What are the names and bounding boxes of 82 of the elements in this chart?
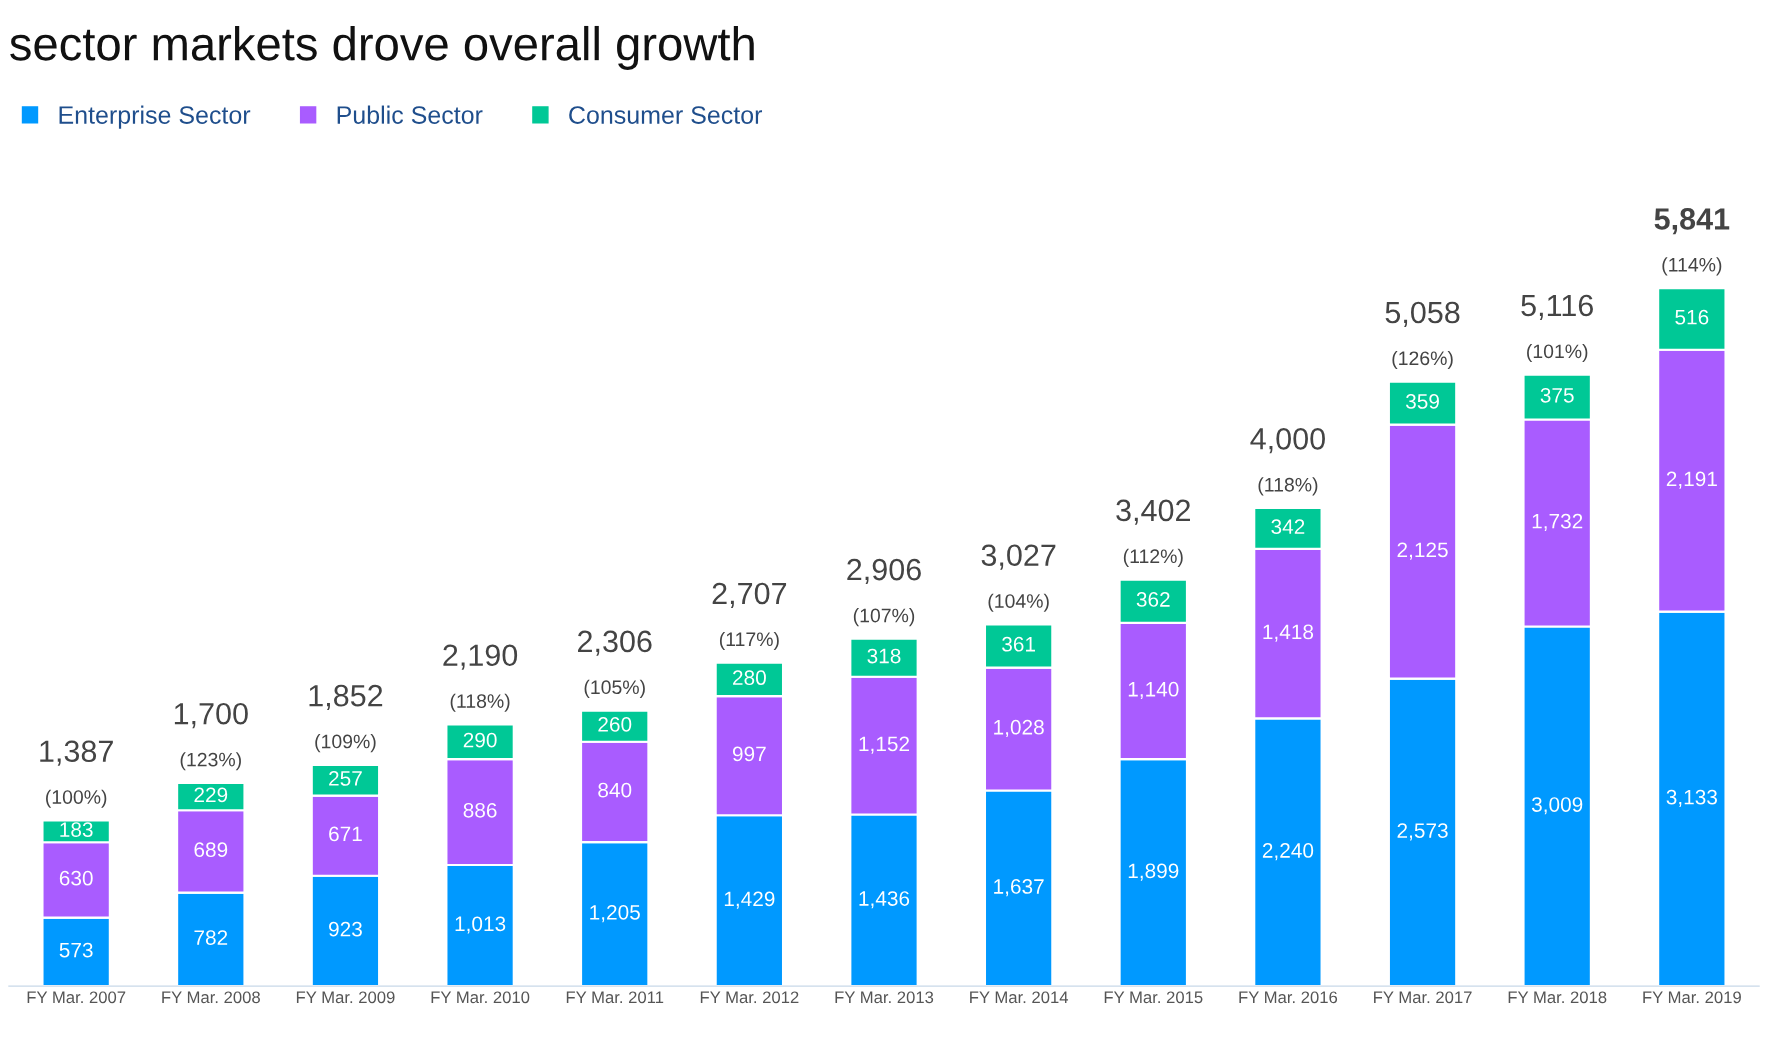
data-label: 2,573 xyxy=(1397,823,1448,841)
data-label: 3,133 xyxy=(1666,789,1717,807)
data-label: 573 xyxy=(59,942,93,958)
data-label: 997 xyxy=(732,746,766,762)
data-label: 1,899 xyxy=(1128,863,1179,881)
data-label: 782 xyxy=(194,930,228,945)
total-label: 1,387 xyxy=(40,740,113,766)
annotation: (118%) xyxy=(1258,477,1318,496)
annotation: (109%) xyxy=(315,734,376,753)
annotation: (123%) xyxy=(180,752,241,771)
x-tick-label: FY Mar. 2018 xyxy=(1508,991,1607,1004)
data-label: 257 xyxy=(329,771,362,786)
data-label: 3,009 xyxy=(1531,797,1583,815)
x-tick-label: FY Mar. 2015 xyxy=(1104,991,1203,1004)
data-label: 2,240 xyxy=(1262,843,1314,861)
x-tick-label: FY Mar. 2008 xyxy=(162,991,260,1004)
legend-label: Enterprise Sector xyxy=(59,105,251,129)
total-label: 2,190 xyxy=(443,644,518,670)
data-label: 342 xyxy=(1271,519,1305,535)
data-label: 840 xyxy=(598,782,632,798)
x-tick-label: FY Mar. 2011 xyxy=(566,991,664,1004)
data-label: 630 xyxy=(59,870,93,886)
data-label: 1,732 xyxy=(1532,513,1583,532)
total-label: 2,707 xyxy=(712,582,787,608)
chart-title: sector markets drove overall growth xyxy=(10,25,754,70)
data-label: 375 xyxy=(1540,387,1574,403)
total-label: 3,402 xyxy=(1116,499,1190,525)
data-label: 362 xyxy=(1136,592,1170,607)
x-tick-label: FY Mar. 2007 xyxy=(27,991,126,1004)
data-label: 1,205 xyxy=(590,904,640,923)
data-label: 923 xyxy=(329,921,362,937)
annotation: (100%) xyxy=(46,789,107,808)
data-label: 318 xyxy=(867,648,901,664)
data-label: 1,429 xyxy=(724,891,775,909)
x-tick-label: FY Mar. 2017 xyxy=(1374,991,1472,1004)
annotation: (112%) xyxy=(1123,548,1183,567)
total-label: 1,852 xyxy=(309,684,383,711)
data-label: 1,436 xyxy=(859,891,910,909)
data-label: 183 xyxy=(60,822,93,837)
data-label: 2,191 xyxy=(1666,471,1717,489)
data-label: 886 xyxy=(463,802,497,818)
annotation: (107%) xyxy=(853,608,915,627)
data-label: 1,637 xyxy=(994,879,1044,897)
annotation: (118%) xyxy=(450,693,510,712)
data-label: 280 xyxy=(733,670,766,686)
x-tick-label: FY Mar. 2014 xyxy=(970,991,1069,1004)
x-tick-label: FY Mar. 2012 xyxy=(700,991,799,1004)
data-label: 689 xyxy=(194,842,228,858)
legend-label: Public Sector xyxy=(337,105,483,124)
annotation: (117%) xyxy=(719,631,779,650)
total-label: 3,027 xyxy=(981,544,1056,570)
total-label: 2,306 xyxy=(578,630,652,656)
annotation: (105%) xyxy=(584,679,645,698)
total-label: 2,906 xyxy=(847,558,921,585)
data-label: 361 xyxy=(1002,636,1035,652)
data-label: 1,140 xyxy=(1128,681,1179,700)
total-label: 5,116 xyxy=(1521,294,1593,320)
total-label: 5,841 xyxy=(1654,208,1730,235)
total-label: 1,700 xyxy=(174,702,248,729)
x-tick-label: FY Mar. 2009 xyxy=(296,991,395,1004)
annotation: (126%) xyxy=(1392,350,1453,370)
data-label: 2,125 xyxy=(1397,542,1448,560)
data-label: 290 xyxy=(463,732,497,748)
legend-label: Consumer Sector xyxy=(569,106,763,124)
x-tick-label: FY Mar. 2010 xyxy=(431,991,530,1004)
data-label: 1,418 xyxy=(1263,624,1314,642)
data-label: 229 xyxy=(194,787,228,803)
annotation: (104%) xyxy=(988,593,1049,612)
total-label: 4,000 xyxy=(1250,428,1325,454)
data-label: 1,152 xyxy=(859,736,910,754)
x-tick-label: FY Mar. 2016 xyxy=(1239,991,1338,1004)
data-label: 1,013 xyxy=(455,916,506,934)
data-label: 671 xyxy=(329,826,362,842)
annotation: (101%) xyxy=(1527,343,1588,363)
data-label: 359 xyxy=(1405,394,1439,409)
data-label: 1,028 xyxy=(994,719,1044,738)
x-tick-label: FY Mar. 2019 xyxy=(1643,991,1741,1004)
total-label: 5,058 xyxy=(1385,301,1460,327)
x-tick-label: FY Mar. 2013 xyxy=(835,991,934,1004)
data-label: 260 xyxy=(598,717,632,732)
annotation: (114%) xyxy=(1662,257,1722,276)
data-label: 516 xyxy=(1675,309,1709,325)
